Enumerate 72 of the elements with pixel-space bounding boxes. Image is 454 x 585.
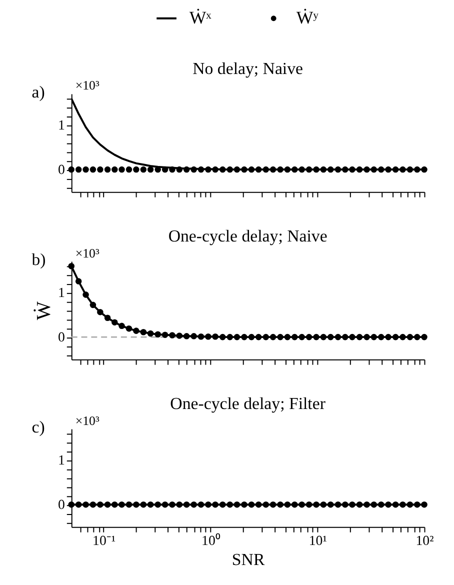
text: ×10³ — [75, 78, 100, 93]
chart-title: No delay; Naive — [192, 58, 304, 78]
point — [334, 334, 342, 340]
point — [320, 334, 327, 340]
point — [385, 334, 392, 340]
text: ×10³ — [75, 414, 100, 428]
point — [284, 334, 291, 340]
point — [421, 334, 428, 340]
point — [298, 334, 305, 340]
point — [370, 334, 378, 340]
y-axis-title: Ẇ — [33, 301, 56, 320]
text: a) — [32, 82, 45, 102]
x-tick-label: 10² — [416, 534, 434, 550]
point — [162, 332, 168, 338]
point — [90, 302, 96, 308]
point — [392, 334, 399, 340]
point — [292, 334, 298, 340]
point — [248, 334, 255, 340]
point — [97, 308, 104, 316]
point — [205, 333, 212, 340]
point — [327, 334, 334, 340]
y-tick-label: 0 — [58, 498, 65, 514]
point — [118, 322, 125, 330]
point — [220, 334, 226, 340]
point — [306, 334, 312, 340]
point — [262, 334, 270, 340]
point — [241, 334, 248, 340]
y-tick-label: 1 — [58, 286, 65, 301]
x-tick-label: 10¹ — [308, 534, 327, 550]
point — [75, 278, 82, 284]
text: ×10³ — [75, 246, 100, 260]
point — [342, 334, 348, 340]
point — [356, 334, 363, 340]
point — [176, 332, 183, 339]
y-tick-label: 0 — [58, 162, 65, 178]
chart-title: One-cycle delay; Filter — [170, 394, 326, 413]
point — [147, 330, 154, 337]
point — [133, 328, 140, 334]
y-tick-label: 1 — [58, 453, 65, 468]
point — [277, 334, 284, 340]
text: b) — [32, 250, 46, 270]
y-tick-label: 0 — [58, 330, 65, 346]
point — [198, 333, 204, 340]
y-tick-label: 1 — [58, 118, 65, 134]
chart-title: One-cycle delay; Naive — [168, 226, 328, 246]
point — [190, 333, 197, 340]
x-axis-title: SNR — [232, 550, 266, 570]
point — [226, 334, 234, 340]
point — [212, 333, 218, 340]
legend-label: Ẇʸ — [296, 7, 320, 28]
point — [414, 334, 420, 340]
x-tick-label: 10⁰ — [202, 533, 220, 550]
point — [104, 314, 111, 322]
point — [126, 325, 132, 332]
point — [234, 334, 240, 340]
point — [183, 333, 190, 340]
text: c) — [32, 418, 45, 437]
legend-label: Ẇˣ — [189, 7, 212, 28]
point — [154, 331, 161, 338]
point — [313, 334, 320, 340]
point — [378, 334, 384, 340]
point — [364, 334, 370, 340]
x-tick-label: 10⁻¹ — [92, 534, 116, 550]
point — [82, 292, 89, 298]
point — [255, 334, 262, 340]
point — [140, 329, 147, 336]
point — [270, 334, 276, 340]
point — [406, 334, 414, 340]
point — [349, 334, 356, 340]
point — [112, 319, 118, 326]
point — [400, 334, 406, 340]
point — [169, 332, 176, 338]
